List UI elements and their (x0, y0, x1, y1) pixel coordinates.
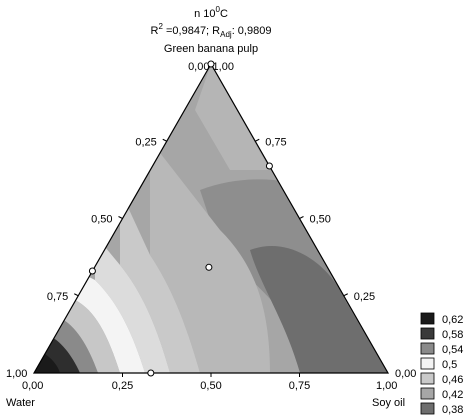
component-label-right: Soy oil (372, 397, 405, 409)
legend-swatch (420, 312, 435, 325)
design-point (207, 60, 215, 68)
corner-label-left-bottom: 0,00 (22, 380, 43, 392)
design-point (205, 263, 213, 271)
legend-swatch (420, 372, 435, 385)
tick-right (255, 138, 260, 142)
legend-label: 0,62 (442, 314, 463, 326)
legend-swatch (420, 327, 435, 340)
legend-swatch (420, 357, 435, 370)
legend-label: 0,54 (442, 344, 463, 356)
legend-label: 0,42 (442, 389, 463, 401)
contour-band-5 (60, 300, 120, 373)
contour-band-3 (95, 235, 170, 373)
tick-label-left: 0,50 (91, 214, 112, 226)
tick-right (343, 293, 348, 297)
design-point (88, 267, 96, 275)
legend-label: 0,46 (442, 374, 463, 386)
legend-label: 0,38 (442, 404, 463, 416)
legend-swatch (420, 342, 435, 355)
design-points (88, 60, 273, 377)
corner-label-right-bottom: 1,00 (376, 380, 397, 392)
tick-label-left: 0,75 (47, 291, 68, 303)
tick-left (118, 216, 123, 219)
tick-label-bottom: 0,75 (289, 380, 310, 392)
contour-band-6 (48, 318, 98, 373)
design-point (265, 162, 273, 170)
contour-band-1 (150, 140, 270, 373)
component-label-top: Green banana pulp (164, 43, 258, 55)
tick-label-right: 0,75 (265, 136, 286, 148)
contour-top-light (195, 64, 270, 170)
tick-right (299, 216, 304, 219)
legend-label: 0,58 (442, 329, 463, 341)
design-point (147, 369, 155, 377)
corner-label-right: 0,00 (395, 368, 416, 380)
tick-left (162, 138, 167, 142)
axis-ticks: 0,25 0,50 0,75 0,25 0,50 0,75 0,75 0,50 0,25 (47, 136, 375, 392)
legend-label: 0,5 (442, 359, 457, 371)
component-label-left: Water (6, 397, 35, 409)
contour-band-4 (75, 270, 145, 373)
contour-band-2 (120, 190, 200, 373)
corner-label-left: 1,00 (6, 368, 27, 380)
chart-stats: R2 =0,9847; RAdj: 0,9809 (151, 22, 272, 39)
tick-label-right: 0,50 (310, 214, 331, 226)
tick-label-bottom: 0,25 (112, 380, 133, 392)
tick-label-left: 0,25 (135, 136, 156, 148)
tick-label-right: 0,25 (354, 291, 375, 303)
chart-title: n 100C (194, 5, 228, 20)
legend-swatch (420, 402, 435, 415)
tick-label-bottom: 0,50 (200, 380, 221, 392)
contour-right-dark (250, 246, 388, 373)
legend: 0,62 0,58 0,54 0,5 0,46 0,42 0,38 (420, 312, 463, 416)
tick-left (74, 293, 79, 297)
legend-swatch (420, 387, 435, 400)
